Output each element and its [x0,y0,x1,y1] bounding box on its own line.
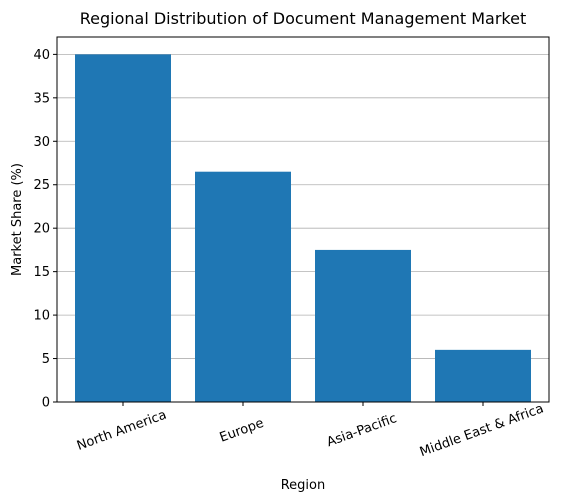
x-tick-label-1: Europe [218,416,266,446]
bar-2 [315,249,411,402]
x-axis-ticks: North America Europe Asia-Pacific Middle Ea… [75,401,546,460]
y-tick-label-5: 25 [33,178,50,193]
bar-3 [435,349,531,402]
y-tick-label-3: 15 [33,265,50,280]
y-tick-label-8: 40 [33,48,50,63]
x-tick-label-0: North America [75,408,169,454]
plot-frame [56,36,550,403]
y-tick-label-4: 20 [33,222,50,237]
axes [56,36,550,403]
x-tick-label-3: Middle East & Africa [418,401,546,460]
x-axis-label: Region [281,478,326,493]
y-tick-label-2: 10 [33,309,50,324]
y-tick-label-0: 0 [42,396,50,411]
y-tick-label-6: 30 [33,135,50,150]
chart-title: Regional Distribution of Document Manage… [80,9,527,28]
x-tick-label-2: Asia-Pacific [325,411,399,450]
y-tick-label-1: 5 [42,352,50,367]
y-axis-ticks: 0 5 10 15 20 25 30 35 40 [33,48,57,411]
bars [75,54,531,402]
y-axis-label: Market Share (%) [10,163,25,276]
bar-0 [75,54,171,402]
y-tick-label-7: 35 [33,91,50,106]
bar-1 [195,171,291,402]
